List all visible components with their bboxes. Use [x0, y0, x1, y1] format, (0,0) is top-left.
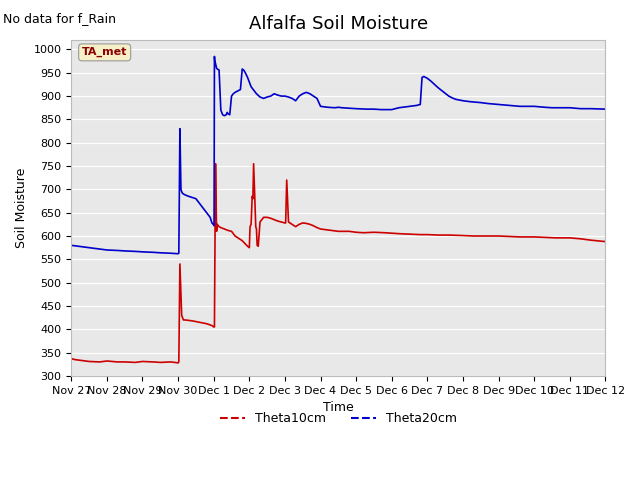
Text: TA_met: TA_met	[82, 47, 127, 58]
Theta20cm	[174, 251, 182, 257]
Theta20cm	[67, 242, 75, 248]
Theta10cm	[531, 234, 538, 240]
Theta20cm	[103, 247, 111, 253]
Theta20cm	[442, 90, 449, 96]
Title: Alfalfa Soil Moisture: Alfalfa Soil Moisture	[249, 15, 428, 33]
Theta10cm	[175, 359, 182, 365]
Line: Theta20cm: Theta20cm	[71, 57, 605, 254]
Theta10cm	[602, 239, 609, 244]
Theta10cm	[217, 225, 225, 230]
Y-axis label: Soil Moisture: Soil Moisture	[15, 168, 28, 248]
Text: No data for f_Rain: No data for f_Rain	[3, 12, 116, 25]
Theta20cm	[602, 106, 609, 112]
Theta20cm	[417, 102, 424, 108]
Theta10cm	[174, 360, 182, 366]
Theta10cm	[260, 215, 268, 220]
Theta20cm	[96, 246, 104, 252]
Theta10cm	[67, 356, 75, 361]
Line: Theta10cm: Theta10cm	[71, 164, 605, 363]
Theta20cm	[211, 54, 218, 60]
Theta10cm	[212, 161, 220, 167]
Theta20cm	[531, 104, 538, 109]
Legend: Theta10cm, Theta20cm: Theta10cm, Theta20cm	[215, 407, 462, 430]
Theta10cm	[250, 161, 257, 167]
Theta10cm	[271, 217, 278, 223]
Theta20cm	[224, 111, 232, 117]
X-axis label: Time: Time	[323, 401, 354, 414]
